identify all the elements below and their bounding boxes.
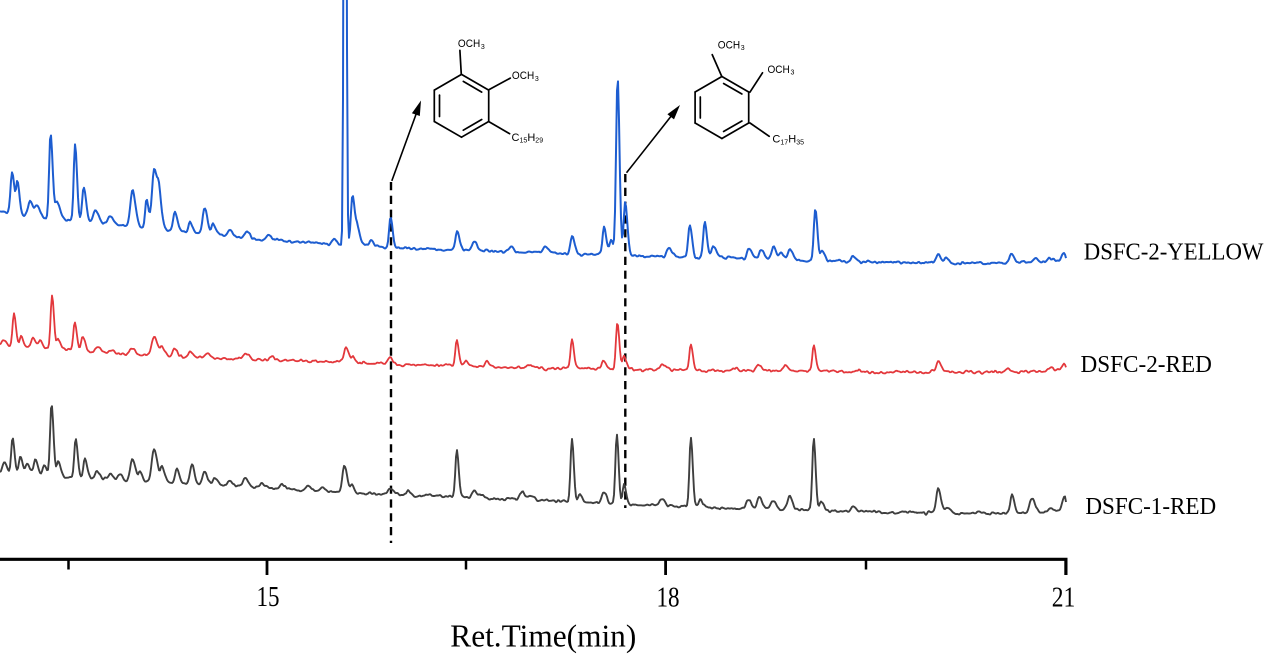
svg-text:DSFC-2-RED: DSFC-2-RED <box>1081 352 1212 378</box>
svg-text:29: 29 <box>535 138 543 145</box>
svg-text:DSFC-1-RED: DSFC-1-RED <box>1085 494 1216 520</box>
svg-text:C: C <box>512 132 520 144</box>
svg-text:3: 3 <box>741 45 745 52</box>
svg-text:17: 17 <box>780 139 788 146</box>
svg-text:OCH: OCH <box>458 38 480 50</box>
svg-text:15: 15 <box>257 582 280 613</box>
svg-text:3: 3 <box>791 70 795 77</box>
svg-text:35: 35 <box>796 139 804 146</box>
svg-text:3: 3 <box>481 44 485 51</box>
svg-text:DSFC-2-YELLOW: DSFC-2-YELLOW <box>1084 239 1264 265</box>
svg-text:Ret.Time(min): Ret.Time(min) <box>450 619 636 654</box>
svg-text:H: H <box>527 132 535 144</box>
svg-text:18: 18 <box>657 583 680 614</box>
svg-text:OCH: OCH <box>512 70 534 82</box>
svg-text:OCH: OCH <box>768 64 790 76</box>
svg-text:OCH: OCH <box>718 39 740 51</box>
svg-text:21: 21 <box>1052 583 1076 614</box>
svg-text:3: 3 <box>535 76 539 83</box>
svg-text:C: C <box>772 134 780 146</box>
svg-text:H: H <box>788 134 796 146</box>
svg-text:15: 15 <box>520 138 528 145</box>
